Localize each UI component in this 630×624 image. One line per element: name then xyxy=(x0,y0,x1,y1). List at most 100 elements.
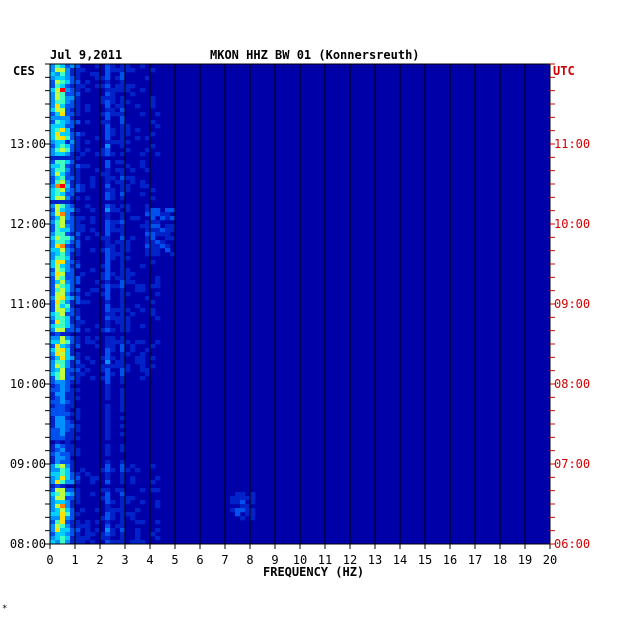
spectrogram-cell xyxy=(110,316,116,321)
spectrogram-cell xyxy=(60,416,66,421)
spectrogram-cell xyxy=(95,476,101,481)
spectrogram-cell xyxy=(50,388,56,393)
spectrogram-cell xyxy=(65,216,71,221)
spectrogram-cell xyxy=(240,496,246,501)
spectrogram-cell xyxy=(105,540,111,545)
spectrogram-cell xyxy=(50,172,56,177)
spectrogram-cell xyxy=(55,448,61,453)
spectrogram-cell xyxy=(125,84,131,89)
spectrogram-cell xyxy=(110,152,116,157)
spectrogram-cell xyxy=(135,128,141,133)
spectrogram-cell xyxy=(105,528,111,533)
spectrogram-cell xyxy=(70,436,76,441)
spectrogram-cell xyxy=(110,272,116,277)
spectrogram-cell xyxy=(110,308,116,313)
spectrogram-cell xyxy=(75,324,81,329)
spectrogram-cell xyxy=(85,524,91,529)
spectrogram-cell xyxy=(110,540,116,545)
x-tick-label: 9 xyxy=(271,553,278,567)
spectrogram-cell xyxy=(55,464,61,469)
spectrogram-cell xyxy=(70,504,76,509)
spectrogram-cell xyxy=(70,480,76,485)
spectrogram-cell xyxy=(50,496,56,501)
spectrogram-cell xyxy=(135,536,141,541)
spectrogram-cell xyxy=(95,76,101,81)
spectrogram-cell xyxy=(65,492,71,497)
spectrogram-cell xyxy=(60,252,66,257)
spectrogram-cell xyxy=(65,68,71,73)
spectrogram-cell xyxy=(50,156,56,161)
spectrogram-cell xyxy=(100,532,106,537)
spectrogram-cell xyxy=(70,136,76,141)
spectrogram-cell xyxy=(120,136,126,141)
x-tick-label: 10 xyxy=(293,553,307,567)
spectrogram-cell xyxy=(170,216,176,221)
spectrogram-cell xyxy=(50,452,56,457)
spectrogram-cell xyxy=(70,468,76,473)
spectrogram-cell xyxy=(85,328,91,333)
spectrogram-cell xyxy=(65,152,71,157)
spectrogram-cell xyxy=(75,344,81,349)
spectrogram-cell xyxy=(105,348,111,353)
spectrogram-cell xyxy=(95,280,101,285)
spectrogram-cell xyxy=(75,512,81,517)
spectrogram-cell xyxy=(65,116,71,121)
spectrogram-cell xyxy=(145,136,151,141)
spectrogram-cell xyxy=(65,444,71,449)
spectrogram-cell xyxy=(115,76,121,81)
spectrogram-cell xyxy=(70,460,76,465)
spectrogram-cell xyxy=(120,504,126,509)
spectrogram-cell xyxy=(145,296,151,301)
spectrogram-cell xyxy=(115,252,121,257)
spectrogram-cell xyxy=(60,172,66,177)
spectrogram-cell xyxy=(60,488,66,493)
spectrogram-cell xyxy=(105,80,111,85)
spectrogram-cell xyxy=(70,276,76,281)
spectrogram-cell xyxy=(50,76,56,81)
spectrogram-cell xyxy=(60,264,66,269)
spectrogram-cell xyxy=(50,352,56,357)
spectrogram-cell xyxy=(115,320,121,325)
spectrogram-cell xyxy=(70,288,76,293)
spectrogram-cell xyxy=(55,360,61,365)
spectrogram-cell xyxy=(125,164,131,169)
spectrogram-cell xyxy=(105,408,111,413)
spectrogram-cell xyxy=(105,328,111,333)
spectrogram-cell xyxy=(60,288,66,293)
spectrogram-cell xyxy=(120,284,126,289)
spectrogram-cell xyxy=(55,252,61,257)
spectrogram-cell xyxy=(110,188,116,193)
spectrogram-cell xyxy=(65,272,71,277)
spectrogram-cell xyxy=(65,212,71,217)
spectrogram-cell xyxy=(55,76,61,81)
spectrogram-cell xyxy=(155,224,161,229)
spectrogram-cell xyxy=(105,396,111,401)
spectrogram-cell xyxy=(105,444,111,449)
spectrogram-cell xyxy=(125,248,131,253)
spectrogram-cell xyxy=(50,500,56,505)
spectrogram-cell xyxy=(95,64,101,69)
spectrogram-cell xyxy=(65,348,71,353)
spectrogram-cell xyxy=(60,512,66,517)
spectrogram-cell xyxy=(240,516,246,521)
spectrogram-cell xyxy=(105,320,111,325)
spectrogram-cell xyxy=(250,516,256,521)
spectrogram-cell xyxy=(120,392,126,397)
spectrogram-cell xyxy=(50,88,56,93)
spectrogram-cell xyxy=(105,76,111,81)
spectrogram-cell xyxy=(120,520,126,525)
spectrogram-cell xyxy=(50,360,56,365)
spectrogram-cell xyxy=(145,212,151,217)
spectrogram-cell xyxy=(100,356,106,361)
spectrogram-cell xyxy=(60,300,66,305)
spectrogram-cell xyxy=(160,228,166,233)
spectrogram-cell xyxy=(120,88,126,93)
spectrogram-cell xyxy=(70,128,76,133)
spectrogram-cell xyxy=(70,508,76,513)
spectrogram-cell xyxy=(145,208,151,213)
right-time-label: 06:00 xyxy=(554,537,590,551)
spectrogram-cell xyxy=(75,248,81,253)
spectrogram-cell xyxy=(145,148,151,153)
spectrogram-cell xyxy=(65,108,71,113)
spectrogram-cell xyxy=(165,232,171,237)
